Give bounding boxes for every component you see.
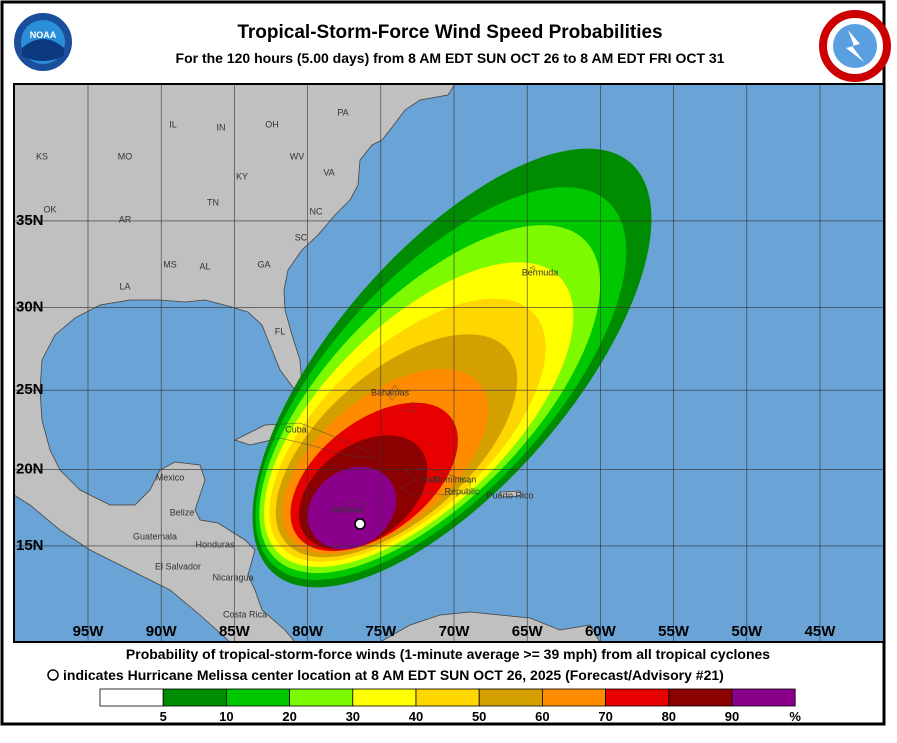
place-label: Mexico (156, 472, 185, 482)
longitude-label: 65W (512, 623, 544, 640)
legend-label: 30 (346, 709, 360, 724)
legend-label: 50 (472, 709, 486, 724)
legend-label: 90 (725, 709, 739, 724)
legend-swatch (415, 688, 480, 707)
place-label: FL (275, 326, 286, 336)
legend-swatch (731, 688, 796, 707)
logo-text: NOAA (30, 30, 57, 40)
legend-label: 40 (409, 709, 423, 724)
legend-swatch (605, 688, 670, 707)
noaa-logo: NOAA (12, 11, 74, 73)
graticule (14, 84, 884, 642)
place-label: NC (310, 206, 323, 216)
longitude-label: 50W (731, 623, 763, 640)
legend-label: 20 (282, 709, 296, 724)
longitude-label: 90W (146, 623, 178, 640)
latitude-label: 30N (16, 299, 44, 316)
probability-band (307, 466, 397, 550)
place-label: Guatemala (133, 531, 177, 541)
place-label: MS (163, 259, 177, 269)
place-label: El Salvador (155, 561, 201, 571)
place-label: SC (295, 232, 308, 242)
logo-wave (22, 39, 64, 61)
longitude-label: 80W (292, 623, 324, 640)
latitude-label: 35N (16, 212, 44, 229)
legend-unit: % (789, 709, 801, 724)
storm-center (354, 518, 366, 530)
place-label: Belize (170, 507, 195, 517)
place-labels: KS MO IL IN OH PA WV VA KY TN NC SC OK AR MS AL GA LA FL Be… (36, 107, 558, 619)
legend-swatch (162, 688, 227, 707)
place-label: LA (119, 281, 130, 291)
place-label: VA (323, 167, 334, 177)
legend-label: 10 (219, 709, 233, 724)
place-label: AR (119, 214, 132, 224)
longitude-label: 70W (439, 623, 471, 640)
place-label: MO (118, 151, 133, 161)
place-label: AL (199, 261, 210, 271)
place-label: PA (337, 107, 348, 117)
longitude-label: 55W (658, 623, 690, 640)
latitude-label: 15N (16, 537, 44, 554)
center-symbol (47, 669, 59, 681)
legend-swatch (542, 688, 607, 707)
longitude-label: 45W (805, 623, 837, 640)
place-label: Cuba (285, 424, 307, 434)
map: KS MO IL IN OH PA WV VA KY TN NC SC OK AR MS AL GA LA FL Be… (14, 84, 884, 642)
legend-swatch (225, 688, 290, 707)
place-label: Nicaragua (212, 572, 253, 582)
place-label: OH (265, 119, 279, 129)
place-label: Puerto Rico (486, 490, 533, 500)
place-label: Jamaica (329, 504, 363, 514)
legend-swatch (668, 688, 733, 707)
place-label: IN (217, 122, 226, 132)
title: Tropical-Storm-Force Wind Speed Probabil… (237, 22, 662, 43)
longitude-label: 95W (73, 623, 105, 640)
legend-label: 60 (535, 709, 549, 724)
place-label: Costa Rica (223, 609, 267, 619)
legend-label: 80 (662, 709, 676, 724)
legend-swatch (289, 688, 354, 707)
caption-line: Probability of tropical-storm-force wind… (126, 646, 770, 662)
legend-swatch (99, 688, 164, 707)
nws-logo (819, 10, 891, 82)
logo-inner (833, 24, 877, 68)
place-label: Dominican (434, 474, 477, 484)
place-label: Bermuda (522, 267, 559, 277)
subtitle: For the 120 hours (5.00 days) from 8 AM … (176, 50, 725, 66)
place-label: TN (207, 197, 219, 207)
place-label: OK (43, 204, 56, 214)
caption-line: indicates Hurricane Melissa center locat… (63, 667, 724, 683)
place-label: GA (257, 259, 270, 269)
place-label: Bahamas (371, 387, 410, 397)
place-label: Republic (444, 486, 480, 496)
place-label: Haiti (421, 474, 439, 484)
legend: 5 10 20 30 40 50 60 70 80 90% (99, 688, 801, 724)
longitude-label: 85W (219, 623, 251, 640)
place-label: Honduras (195, 539, 235, 549)
latitude-label: 25N (16, 381, 44, 398)
map-border (13, 83, 885, 643)
legend-swatch (352, 688, 417, 707)
place-label: IL (169, 119, 177, 129)
coordinate-labels: 35N 30N 25N 20N 15N 95W 90W 85W 80W 75W 70W 65W 60W 5… (16, 212, 836, 640)
latitude-label: 20N (16, 460, 44, 477)
legend-label: 5 (160, 709, 167, 724)
longitude-label: 75W (365, 623, 397, 640)
place-label: KY (236, 171, 248, 181)
place-label: KS (36, 151, 48, 161)
legend-label: 70 (598, 709, 612, 724)
longitude-label: 60W (585, 623, 617, 640)
place-label: WV (290, 151, 305, 161)
legend-swatch (478, 688, 543, 707)
